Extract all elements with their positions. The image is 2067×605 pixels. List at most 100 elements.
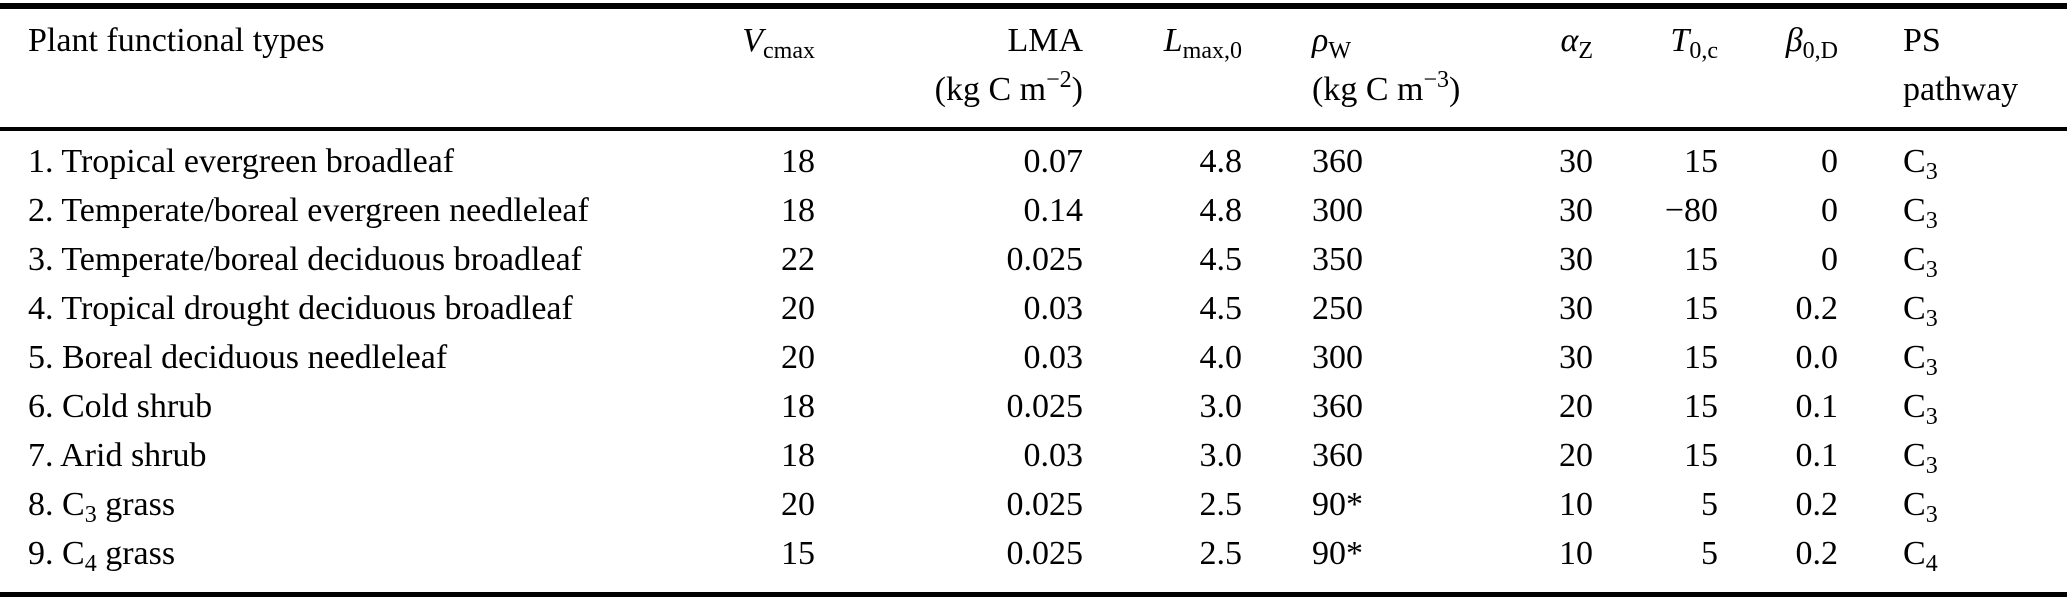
rhow-unit-exponent: −3 (1423, 67, 1449, 93)
cell-vcmax: 18 (781, 143, 815, 180)
ps-value-subscript: 3 (1925, 355, 1938, 381)
cell-rhow: 350 (1312, 241, 1363, 278)
pft-name-suffix: grass (96, 486, 176, 523)
header-row: Plant functional types Vcmax LMA (kg C m… (0, 9, 2067, 131)
lma-label: LMA (1007, 22, 1083, 59)
vcmax-subscript: cmax (763, 38, 815, 64)
ps-value: C (1903, 388, 1926, 425)
cell-alphaz: 30 (1559, 143, 1593, 180)
ps-value-subscript: 3 (1925, 159, 1938, 185)
pft-parameter-table: Plant functional types Vcmax LMA (kg C m… (0, 3, 2067, 597)
cell-lma: 0.03 (1023, 437, 1084, 474)
cell-lma: 0.025 (1006, 388, 1084, 425)
cell-vcmax: 15 (781, 535, 815, 572)
cell-pft-name: 1. Tropical evergreen broadleaf (0, 131, 740, 186)
cell-pft-name: 2. Temperate/boreal evergreen needleleaf (0, 186, 740, 235)
cell-t0c: 15 (1684, 143, 1718, 180)
ps-value: C (1903, 486, 1926, 523)
cell-pft-name: 5. Boreal deciduous needleleaf (0, 333, 740, 382)
col-header-lmax0: Lmax,0 (1083, 9, 1242, 131)
cell-ps-pathway: C3 (1838, 284, 2067, 333)
table-row-5: 5. Boreal deciduous needleleaf 20 0.03 4… (0, 333, 2067, 382)
ps-value-subscript: 3 (1925, 502, 1938, 528)
rhow-unit: (kg C m (1312, 71, 1424, 108)
table-row-9: 9. C4 grass 15 0.025 2.5 90* 10 5 0.2 C4 (0, 529, 2067, 592)
lma-unit-close: ) (1071, 71, 1083, 108)
cell-lma: 0.025 (1006, 535, 1084, 572)
rhow-symbol: ρ (1312, 22, 1329, 59)
ps-value-subscript: 3 (1925, 453, 1938, 479)
t0c-subscript: 0,c (1689, 38, 1718, 64)
cell-ps-pathway: C3 (1838, 186, 2067, 235)
cell-vcmax: 20 (781, 290, 815, 327)
cell-beta0d: 0.2 (1795, 535, 1839, 572)
table-row-6: 6. Cold shrub 18 0.025 3.0 360 20 15 0.1… (0, 382, 2067, 431)
pft-name: 2. Temperate/boreal evergreen needleleaf (28, 192, 589, 229)
cell-pft-name: 4. Tropical drought deciduous broadleaf (0, 284, 740, 333)
pft-name-subscript: 4 (84, 551, 97, 577)
cell-t0c: 5 (1701, 535, 1718, 572)
ps-value-subscript: 3 (1925, 257, 1938, 283)
cell-beta0d: 0.1 (1795, 388, 1839, 425)
cell-beta0d: 0 (1821, 241, 1838, 278)
pft-name: 9. C (28, 535, 85, 572)
cell-rhow: 360 (1312, 143, 1363, 180)
beta0d-symbol: β (1785, 22, 1803, 59)
vcmax-symbol: V (742, 22, 764, 59)
cell-ps-pathway: C3 (1838, 431, 2067, 480)
ps-value-subscript: 4 (1925, 551, 1938, 577)
cell-beta0d: 0.2 (1795, 486, 1839, 523)
cell-pft-name: 9. C4 grass (0, 529, 740, 592)
ps-value: C (1903, 339, 1926, 376)
cell-t0c: 15 (1684, 388, 1718, 425)
cell-vcmax: 20 (781, 339, 815, 376)
col-header-pft-label: Plant functional types (28, 22, 325, 59)
ps-value-subscript: 3 (1925, 306, 1938, 332)
cell-alphaz: 20 (1559, 388, 1593, 425)
lmax0-symbol: L (1163, 22, 1183, 59)
pft-name: 1. Tropical evergreen broadleaf (28, 143, 455, 180)
cell-vcmax: 18 (781, 437, 815, 474)
col-header-pft: Plant functional types (0, 9, 740, 131)
col-header-alphaz: αZ (1523, 9, 1593, 131)
cell-beta0d: 0.0 (1795, 339, 1839, 376)
pft-name: 8. C (28, 486, 85, 523)
cell-t0c: 15 (1684, 290, 1718, 327)
table-row-2: 2. Temperate/boreal evergreen needleleaf… (0, 186, 2067, 235)
ps-value: C (1903, 143, 1926, 180)
cell-lmax0: 2.5 (1199, 486, 1243, 523)
cell-vcmax: 22 (781, 241, 815, 278)
cell-ps-pathway: C3 (1838, 382, 2067, 431)
ps-value: C (1903, 290, 1926, 327)
cell-pft-name: 3. Temperate/boreal deciduous broadleaf (0, 235, 740, 284)
ps-value-subscript: 3 (1925, 404, 1938, 430)
cell-vcmax: 18 (781, 388, 815, 425)
cell-lma: 0.14 (1023, 192, 1084, 229)
rhow-subscript: W (1328, 38, 1351, 64)
cell-alphaz: 30 (1559, 192, 1593, 229)
cell-lma: 0.03 (1023, 290, 1084, 327)
table-row-8: 8. C3 grass 20 0.025 2.5 90* 10 5 0.2 C3 (0, 480, 2067, 529)
col-header-beta0d: β0,D (1718, 9, 1838, 131)
cell-t0c: 15 (1684, 437, 1718, 474)
ps-value-subscript: 3 (1925, 208, 1938, 234)
cell-vcmax: 18 (781, 192, 815, 229)
cell-ps-pathway: C3 (1838, 480, 2067, 529)
alphaz-symbol: α (1560, 22, 1579, 59)
pft-name-suffix: grass (96, 535, 176, 572)
pft-name: 5. Boreal deciduous needleleaf (28, 339, 448, 376)
ps-label-line2: pathway (1903, 71, 2019, 108)
cell-lmax0: 4.8 (1199, 192, 1243, 229)
cell-ps-pathway: C3 (1838, 333, 2067, 382)
cell-pft-name: 6. Cold shrub (0, 382, 740, 431)
cell-t0c: 5 (1701, 486, 1718, 523)
table-body: 1. Tropical evergreen broadleaf 18 0.07 … (0, 131, 2067, 592)
col-header-lma: LMA (kg C m−2) (815, 9, 1083, 131)
cell-ps-pathway: C4 (1838, 529, 2067, 592)
col-header-t0c: T0,c (1593, 9, 1718, 131)
t0c-symbol: T (1670, 22, 1690, 59)
pft-name: 3. Temperate/boreal deciduous broadleaf (28, 241, 582, 278)
col-header-ps-pathway: PS pathway (1838, 9, 2067, 131)
col-header-vcmax: Vcmax (740, 9, 815, 131)
